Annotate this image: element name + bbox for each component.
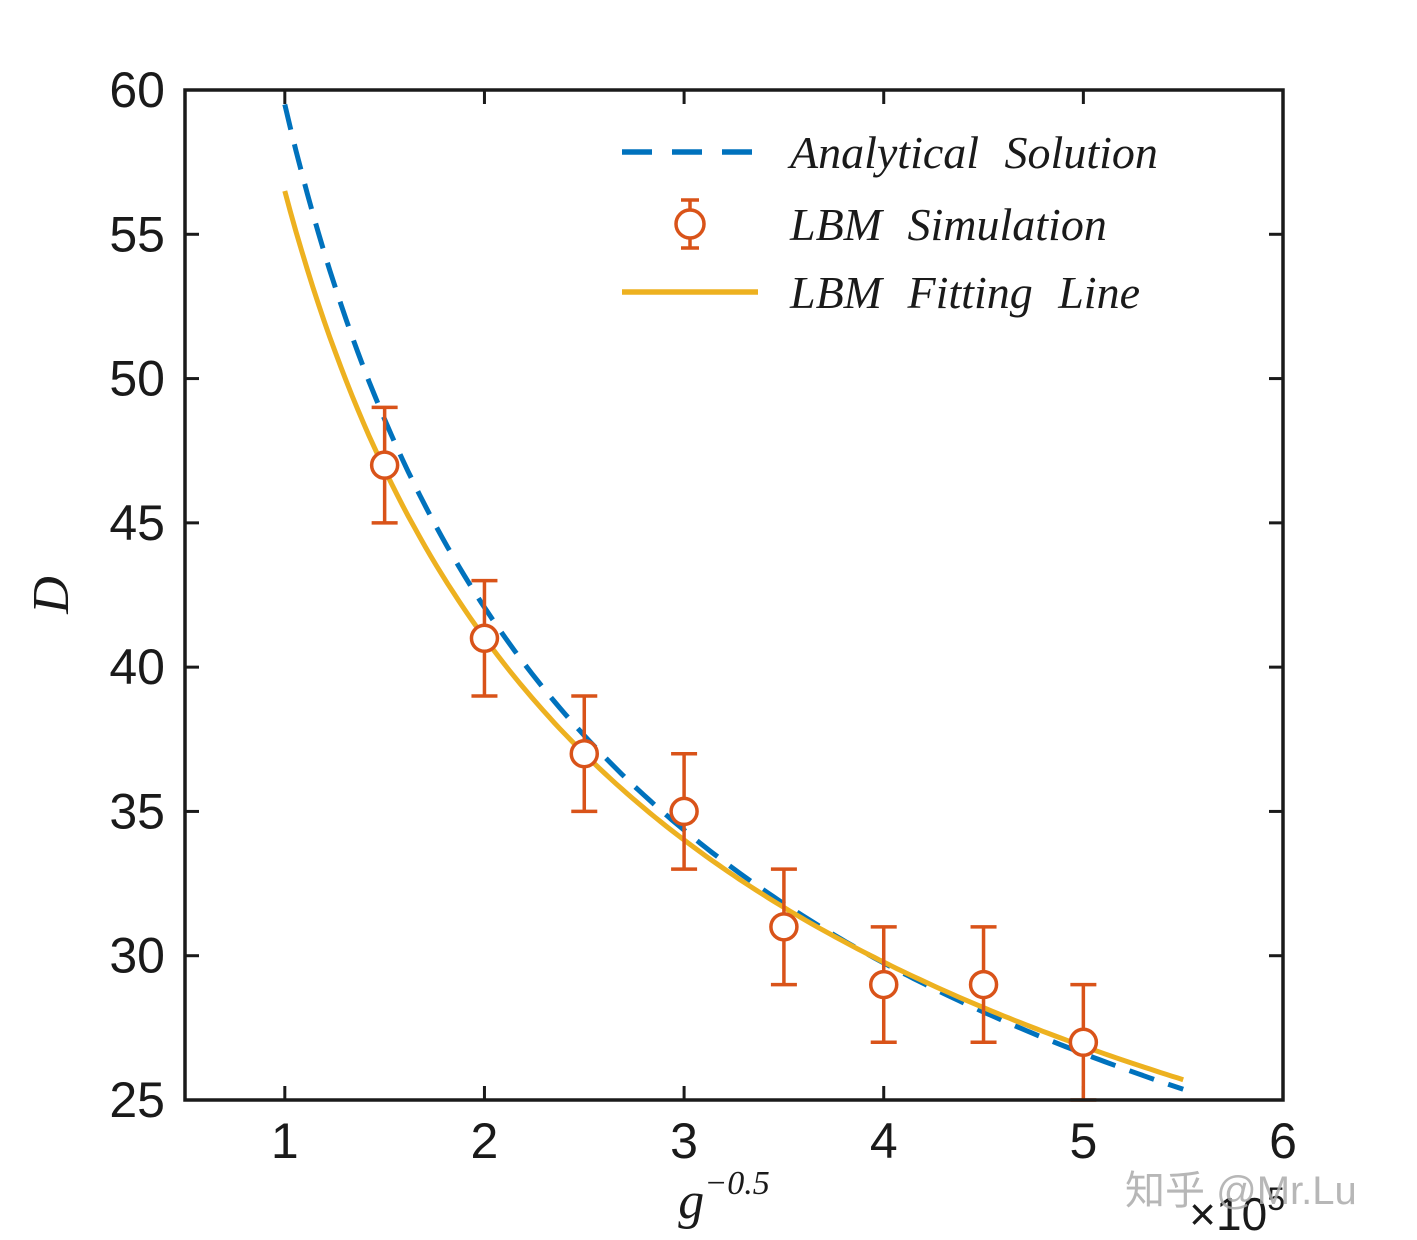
data-point-marker xyxy=(569,738,600,769)
legend-item-analytical-solution: Analytical Solution xyxy=(622,127,1158,178)
data-point-marker xyxy=(868,969,899,1000)
watermark: 知乎 @Mr.Lu xyxy=(1125,1169,1357,1213)
y-tick-label: 60 xyxy=(109,62,165,118)
y-tick-label: 55 xyxy=(109,206,165,262)
y-tick-label: 40 xyxy=(109,639,165,695)
y-tick-label: 35 xyxy=(109,783,165,839)
x-axis-label: g−0.5 xyxy=(678,1165,769,1230)
legend-label: LBM Simulation xyxy=(789,199,1107,250)
x-tick-label: 6 xyxy=(1269,1113,1297,1169)
legend-marker-sample xyxy=(674,208,706,240)
series-points-lbm-simulation xyxy=(369,405,1099,1102)
x-tick-label: 4 xyxy=(870,1113,898,1169)
legend-label: Analytical Solution xyxy=(787,127,1158,178)
series-line-lbm-fitting-line xyxy=(282,190,1184,1083)
x-axis-multiplier: ×105 xyxy=(1189,1181,1285,1240)
y-tick-label: 50 xyxy=(109,351,165,407)
x-tick-label: 3 xyxy=(670,1113,698,1169)
series-line-analytical-solution xyxy=(282,103,1185,1092)
x-tick-label: 1 xyxy=(271,1113,299,1169)
x-tick-label: 5 xyxy=(1069,1113,1097,1169)
y-axis-label: D xyxy=(23,576,80,615)
y-tick-label: 25 xyxy=(109,1072,165,1128)
data-point-marker xyxy=(669,796,699,827)
y-tick-label: 45 xyxy=(109,495,165,551)
data-point-marker xyxy=(968,969,999,1000)
legend-item-lbm-simulation: LBM Simulation xyxy=(674,198,1107,250)
data-point-marker xyxy=(769,912,799,942)
legend-item-lbm-fitting-line: LBM Fitting Line xyxy=(622,267,1140,318)
data-point-marker xyxy=(469,623,500,654)
plot-box xyxy=(183,88,1285,1102)
legend-label: LBM Fitting Line xyxy=(789,267,1140,318)
data-point-marker xyxy=(369,450,400,480)
x-tick-label: 2 xyxy=(471,1113,499,1169)
y-tick-label: 30 xyxy=(109,928,165,984)
data-point-marker xyxy=(1068,1027,1099,1058)
